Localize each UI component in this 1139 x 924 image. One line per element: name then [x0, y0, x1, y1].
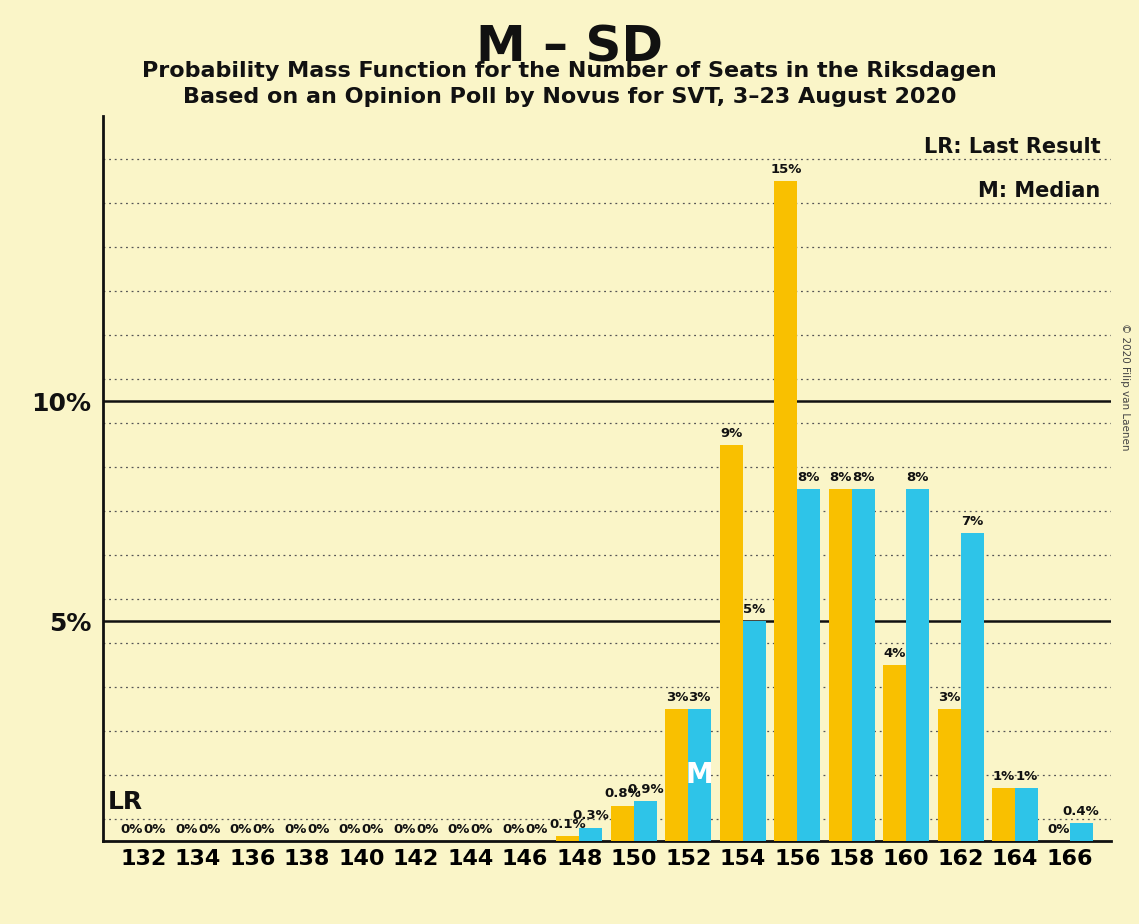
Text: 8%: 8%	[852, 471, 875, 484]
Bar	[720, 445, 743, 841]
Bar	[907, 489, 929, 841]
Text: 15%: 15%	[770, 164, 802, 176]
Bar	[960, 533, 984, 841]
Text: 0%: 0%	[198, 822, 221, 835]
Text: 0%: 0%	[230, 822, 252, 835]
Text: 0%: 0%	[144, 822, 166, 835]
Text: M: Median: M: Median	[978, 181, 1100, 201]
Text: 0%: 0%	[175, 822, 197, 835]
Bar	[992, 788, 1015, 841]
Text: 0%: 0%	[361, 822, 384, 835]
Text: 0%: 0%	[470, 822, 493, 835]
Text: LR: LR	[108, 790, 144, 814]
Bar	[829, 489, 852, 841]
Text: LR: Last Result: LR: Last Result	[924, 138, 1100, 157]
Text: Based on an Opinion Poll by Novus for SVT, 3–23 August 2020: Based on an Opinion Poll by Novus for SV…	[182, 87, 957, 107]
Bar	[743, 621, 765, 841]
Text: 5%: 5%	[743, 602, 765, 615]
Bar	[556, 836, 580, 841]
Text: 1%: 1%	[1016, 770, 1038, 783]
Text: 0%: 0%	[253, 822, 274, 835]
Bar	[1070, 823, 1092, 841]
Text: 0%: 0%	[308, 822, 329, 835]
Bar	[852, 489, 875, 841]
Text: 0%: 0%	[448, 822, 470, 835]
Bar	[1015, 788, 1038, 841]
Text: 0.1%: 0.1%	[549, 818, 587, 832]
Bar	[884, 665, 907, 841]
Text: M: M	[686, 760, 713, 789]
Text: 0%: 0%	[121, 822, 144, 835]
Text: 8%: 8%	[829, 471, 852, 484]
Text: 0%: 0%	[393, 822, 416, 835]
Text: 0%: 0%	[338, 822, 361, 835]
Bar	[937, 709, 960, 841]
Text: 0.9%: 0.9%	[626, 783, 664, 796]
Bar	[665, 709, 688, 841]
Text: M – SD: M – SD	[476, 23, 663, 71]
Bar	[580, 828, 603, 841]
Text: 4%: 4%	[884, 647, 906, 660]
Text: 0%: 0%	[416, 822, 439, 835]
Text: 9%: 9%	[720, 427, 743, 440]
Text: 1%: 1%	[992, 770, 1015, 783]
Text: 0.4%: 0.4%	[1063, 805, 1099, 818]
Text: 8%: 8%	[797, 471, 820, 484]
Text: © 2020 Filip van Laenen: © 2020 Filip van Laenen	[1121, 323, 1130, 451]
Text: 0.8%: 0.8%	[604, 787, 641, 800]
Text: 0%: 0%	[502, 822, 525, 835]
Text: 8%: 8%	[907, 471, 928, 484]
Bar	[775, 181, 797, 841]
Text: 0%: 0%	[525, 822, 548, 835]
Text: 0.3%: 0.3%	[572, 809, 609, 822]
Bar	[688, 709, 711, 841]
Bar	[611, 806, 633, 841]
Bar	[797, 489, 820, 841]
Text: Probability Mass Function for the Number of Seats in the Riksdagen: Probability Mass Function for the Number…	[142, 61, 997, 81]
Text: 3%: 3%	[688, 690, 711, 704]
Text: 3%: 3%	[665, 690, 688, 704]
Text: 3%: 3%	[939, 690, 960, 704]
Text: 0%: 0%	[285, 822, 306, 835]
Bar	[633, 801, 657, 841]
Text: 0%: 0%	[1047, 822, 1070, 835]
Text: 7%: 7%	[961, 515, 983, 528]
